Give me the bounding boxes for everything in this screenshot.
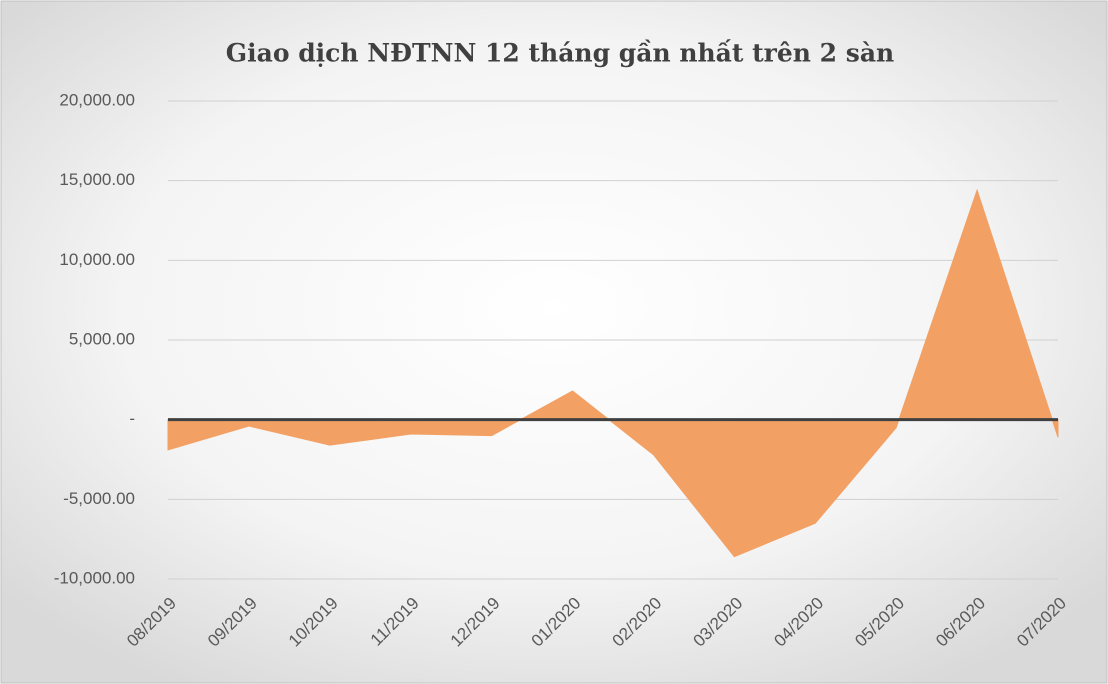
y-tick-label: -	[129, 409, 135, 428]
y-tick-label: 5,000.00	[69, 329, 135, 348]
chart-title: Giao dịch NĐTNN 12 tháng gần nhất trên 2…	[226, 39, 894, 68]
y-tick-label: 10,000.00	[59, 250, 135, 269]
y-tick-label: 15,000.00	[59, 170, 135, 189]
y-tick-label: -5,000.00	[63, 489, 135, 508]
y-tick-label: -10,000.00	[54, 568, 135, 587]
y-tick-label: 20,000.00	[59, 90, 135, 109]
area	[167, 188, 1059, 558]
